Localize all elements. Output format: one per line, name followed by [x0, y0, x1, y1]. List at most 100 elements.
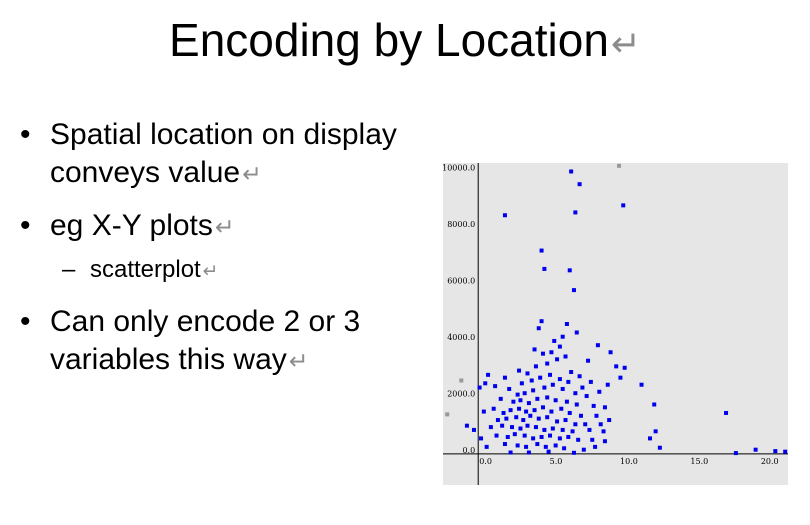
scatter-point: [542, 385, 547, 390]
scatter-point: [508, 408, 513, 413]
bullet-text: Can only encode 2 or 3 variables this wa…: [50, 305, 361, 376]
scatter-point: [570, 429, 575, 434]
scatter-point: [539, 434, 544, 439]
scatter-point: [569, 169, 574, 174]
scatter-point: [601, 429, 606, 434]
scatter-chart: 0.0 2000.0 4000.0 6000.0 8000.0 10000.0 0.0 5.0…: [443, 163, 788, 485]
scatter-point: [515, 443, 520, 448]
scatter-point: [607, 418, 612, 423]
scatter-point: [545, 361, 550, 366]
scatter-point: [525, 371, 530, 376]
scatter-point: [581, 447, 586, 452]
y-tick-label: 10000.0: [443, 163, 475, 172]
scatter-point: [566, 434, 571, 439]
bullet-item: eg X-Y plots↵: [18, 207, 438, 246]
scatter-point: [536, 416, 541, 421]
sub-bullet-text: scatterplot: [90, 256, 201, 283]
scatter-point: [545, 415, 550, 420]
scatter-point: [493, 384, 498, 389]
y-tick-label: 2000.0: [447, 389, 475, 398]
scatter-point: [573, 391, 578, 396]
scatter-point: [557, 436, 562, 441]
sub-bullet-item: – scatterplot ↵: [18, 254, 438, 287]
scatter-point: [459, 378, 464, 383]
scatter-point: [602, 405, 607, 410]
scatter-point: [652, 402, 657, 407]
scatter-point: [514, 415, 519, 420]
bullet-list: Spatial location on display conveys valu…: [18, 116, 438, 394]
scatter-point: [507, 386, 512, 391]
dash-marker: –: [62, 256, 76, 283]
scatter-point: [531, 388, 536, 393]
scatter-point: [529, 378, 534, 383]
scatter-point: [602, 439, 607, 444]
scatter-point: [614, 364, 619, 369]
scatter-point: [595, 343, 600, 348]
return-icon: ↵: [610, 24, 641, 64]
scatter-point: [542, 266, 547, 271]
scatter-point: [532, 408, 537, 413]
return-icon: ↵: [202, 260, 219, 281]
scatter-point: [539, 319, 544, 324]
scatter-point: [577, 374, 582, 379]
scatter-point: [471, 427, 476, 432]
scatter-point: [724, 410, 729, 415]
bullet-item: Spatial location on display conveys valu…: [18, 116, 438, 193]
scatter-point: [562, 446, 567, 451]
scatter-point: [550, 426, 555, 431]
scatter-point: [538, 375, 543, 380]
scatter-point: [648, 436, 652, 441]
scatter-point: [563, 354, 568, 359]
scatterplot-image: 0.0 2000.0 4000.0 6000.0 8000.0 10000.0 0.0 5.0…: [443, 163, 788, 485]
scatter-point: [567, 410, 572, 415]
scatter-point: [546, 449, 551, 454]
scatter-point: [550, 382, 555, 387]
scatter-point: [518, 398, 523, 403]
scatter-point: [526, 401, 531, 406]
scatter-point: [586, 358, 591, 363]
scatter-point: [504, 416, 509, 421]
scatter-point: [518, 426, 523, 431]
scatter-point: [560, 427, 565, 432]
scatter-point: [552, 338, 557, 343]
scatter-point: [502, 213, 507, 218]
y-tick-label: 4000.0: [447, 333, 475, 342]
y-tick-label: 8000.0: [447, 220, 475, 229]
y-tick-label: 6000.0: [447, 276, 475, 285]
scatter-point: [753, 447, 758, 452]
scatter-point: [539, 248, 544, 253]
scatter-point: [505, 434, 510, 439]
scatter-point: [445, 412, 450, 417]
scatter-point: [622, 365, 627, 370]
return-icon: ↵: [214, 214, 235, 240]
scatter-point: [511, 399, 516, 404]
bullet-text: eg X-Y plots: [50, 209, 213, 242]
scatter-point: [517, 368, 522, 373]
scatter-point: [576, 437, 581, 442]
scatter-point: [555, 357, 560, 362]
x-tick-label: 15.0: [690, 457, 708, 466]
slide-title-text: Encoding by Location: [169, 14, 609, 66]
scatter-point: [549, 409, 554, 414]
scatter-point: [548, 433, 553, 438]
scatter-point: [557, 344, 562, 349]
scatter-point: [488, 425, 493, 430]
scatter-point: [477, 385, 482, 390]
scatter-point: [524, 444, 529, 449]
scatter-point: [583, 422, 588, 427]
scatter-point: [545, 395, 550, 400]
scatter-point: [542, 427, 547, 432]
scatter-point: [540, 405, 545, 410]
scatter-point: [733, 451, 738, 456]
scatter-point: [522, 391, 527, 396]
scatter-point: [653, 429, 658, 434]
scatter-point: [502, 442, 507, 447]
scatter-point: [533, 364, 538, 369]
scatter-point: [501, 410, 506, 415]
scatter-point: [536, 326, 541, 331]
slide-title: Encoding by Location↵: [0, 12, 810, 72]
scatter-point: [494, 433, 499, 438]
scatter-point: [515, 392, 520, 397]
scatter-point: [617, 163, 622, 168]
scatter-point: [519, 381, 524, 386]
